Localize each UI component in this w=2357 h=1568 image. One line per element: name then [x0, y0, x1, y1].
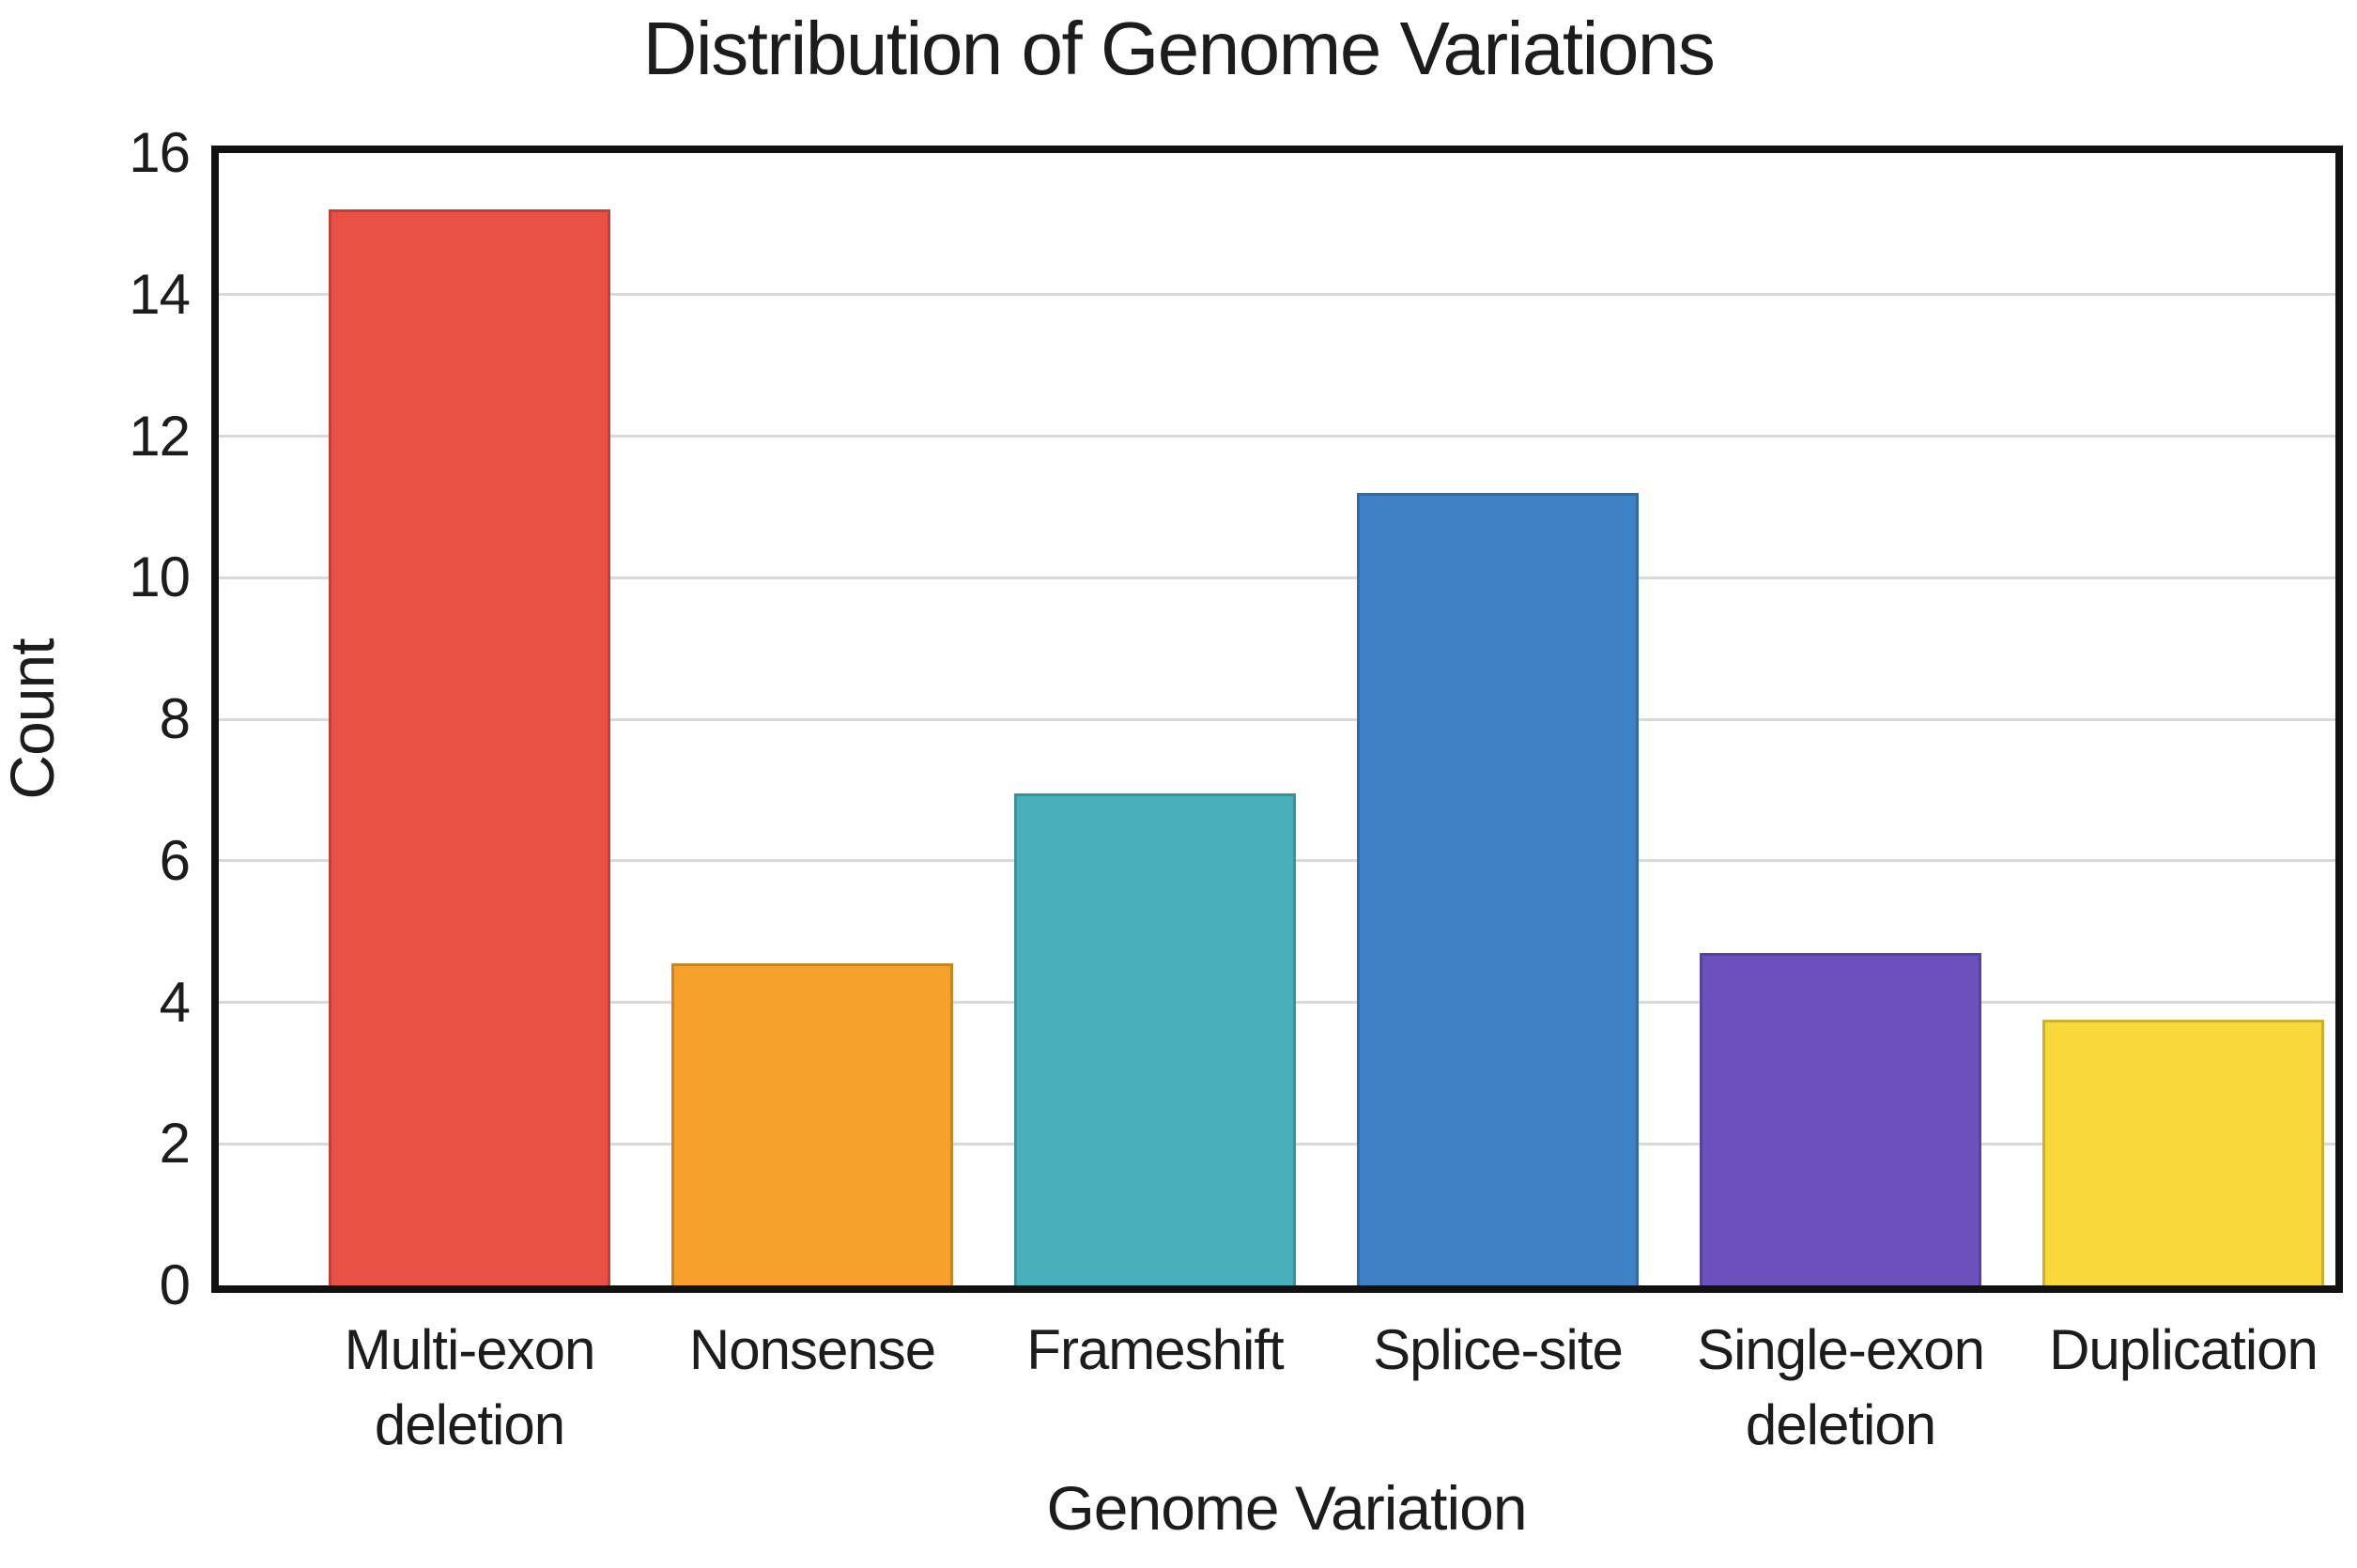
- gridline: [219, 293, 2335, 297]
- x-tick-label-line: Multi-exon: [344, 1318, 596, 1381]
- y-tick-label: 2: [159, 1112, 191, 1176]
- x-tick-label-line: Splice-site: [1373, 1318, 1624, 1381]
- bar-nonsense: [671, 963, 953, 1285]
- plot-area: [211, 146, 2343, 1293]
- x-tick-label: Duplication: [2005, 1313, 2357, 1388]
- y-tick-label: 10: [129, 546, 191, 609]
- x-tick-label: Splice-site: [1319, 1313, 1676, 1388]
- x-tick-label: Nonsense: [634, 1313, 991, 1388]
- x-tick-label: Multi-exon deletion: [291, 1313, 648, 1463]
- bars-layer: [219, 153, 2335, 1285]
- gridline: [219, 717, 2335, 721]
- x-axis-label: Genome Variation: [1046, 1473, 1527, 1543]
- x-tick-label-line: deletion: [374, 1393, 565, 1456]
- y-tick-label: 16: [129, 121, 191, 184]
- bar-single-exon-deletion: [1700, 952, 1981, 1285]
- y-tick-label: 14: [129, 262, 191, 326]
- y-tick-label: 0: [159, 1253, 191, 1316]
- y-tick-label: 6: [159, 828, 191, 892]
- bar-splice-site: [1357, 492, 1639, 1285]
- y-tick-label: 4: [159, 970, 191, 1034]
- bar-multi-exon-deletion: [329, 209, 610, 1285]
- gridline: [219, 576, 2335, 579]
- bar-frameshift: [1014, 793, 1296, 1285]
- x-tick-label-line: deletion: [1745, 1393, 1936, 1456]
- x-tick-label-line: Frameshift: [1026, 1318, 1284, 1381]
- chart-title: Distribution of Genome Variations: [642, 7, 1716, 90]
- y-tick-label: 12: [129, 404, 191, 468]
- x-tick-label-line: Single-exon: [1697, 1318, 1985, 1381]
- x-tick-label: Single-exon deletion: [1662, 1313, 2019, 1463]
- x-tick-label-line: Nonsense: [688, 1318, 936, 1381]
- gridline: [219, 435, 2335, 438]
- x-tick-label-line: Duplication: [2049, 1318, 2318, 1381]
- x-tick-label: Frameshift: [977, 1313, 1333, 1388]
- y-tick-label: 8: [159, 687, 191, 750]
- bar-duplication: [2042, 1020, 2324, 1285]
